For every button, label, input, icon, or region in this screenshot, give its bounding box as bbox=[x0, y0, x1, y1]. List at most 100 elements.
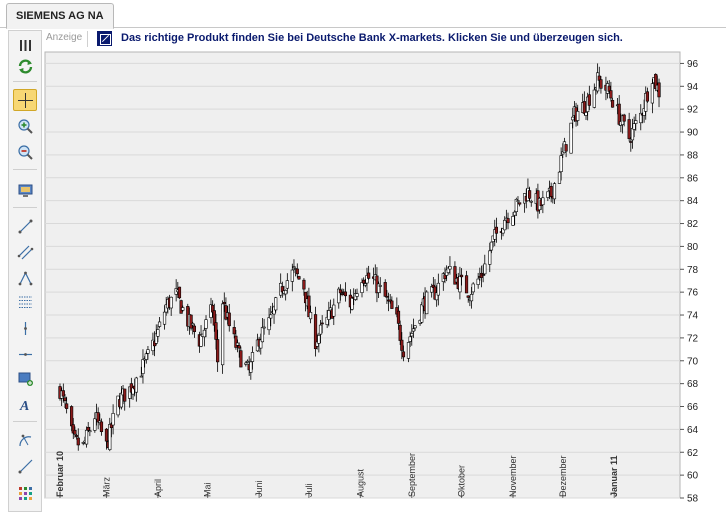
candle-body bbox=[425, 291, 429, 315]
triangle-tool-button[interactable] bbox=[13, 267, 37, 289]
candle-body bbox=[541, 197, 545, 206]
candle-body bbox=[146, 349, 150, 354]
candle-body bbox=[192, 325, 197, 332]
candle-body bbox=[489, 241, 494, 251]
candle-body bbox=[104, 428, 109, 442]
x-tick-label: August bbox=[355, 468, 365, 497]
candle-body bbox=[74, 435, 79, 437]
crosshair-tool-button[interactable] bbox=[13, 89, 37, 111]
screen-tool-button[interactable] bbox=[13, 179, 37, 201]
text-tool-button[interactable]: A bbox=[13, 393, 37, 415]
candle-body bbox=[156, 329, 160, 337]
candle-body bbox=[235, 342, 240, 346]
candle-body bbox=[111, 413, 115, 426]
ray-icon bbox=[18, 459, 33, 474]
y-tick-label: 74 bbox=[687, 311, 699, 322]
candle-body bbox=[514, 199, 518, 212]
candle-body bbox=[222, 301, 226, 305]
candle-body bbox=[390, 300, 394, 309]
candle-body bbox=[513, 211, 517, 216]
zoom-in-tool-button[interactable] bbox=[13, 115, 37, 137]
candle-body bbox=[559, 155, 563, 172]
candle-body bbox=[267, 317, 271, 331]
candle-body bbox=[599, 79, 603, 89]
x-tick-label: Februar 10 bbox=[55, 451, 65, 497]
channel-icon bbox=[17, 245, 34, 260]
candle-body bbox=[259, 339, 263, 349]
y-tick-label: 66 bbox=[687, 402, 699, 413]
candle-body bbox=[464, 275, 469, 294]
ray-tool-button[interactable] bbox=[13, 455, 37, 477]
candle-body bbox=[630, 127, 635, 141]
candle-body bbox=[355, 293, 359, 297]
refresh-tool-button[interactable] bbox=[13, 55, 37, 77]
rectangle-tool-button[interactable] bbox=[13, 367, 37, 389]
tab-siemens[interactable]: SIEMENS AG NA bbox=[6, 3, 114, 29]
ad-label: Anzeige bbox=[46, 32, 83, 43]
candle-body bbox=[466, 295, 470, 298]
candle-body bbox=[320, 322, 324, 325]
candle-body bbox=[134, 377, 138, 393]
y-tick-label: 88 bbox=[687, 150, 699, 161]
candle-body bbox=[221, 303, 225, 366]
candle-body bbox=[61, 390, 65, 397]
candle-body bbox=[401, 351, 406, 358]
y-tick-label: 90 bbox=[687, 128, 699, 139]
candle-body bbox=[318, 324, 323, 335]
candle-body bbox=[169, 296, 173, 309]
chart-canvas[interactable]: 58 60 62 64 66 68 70 72 74 76 78 80 82 84 86 88 90 92 94 96… bbox=[44, 50, 726, 510]
candle-body bbox=[488, 250, 492, 265]
candle-body bbox=[285, 280, 289, 289]
candle-body bbox=[302, 279, 306, 290]
trend-line-icon bbox=[18, 219, 33, 234]
text-icon: A bbox=[19, 399, 29, 413]
candle-body bbox=[249, 361, 253, 373]
price-chart[interactable]: 58 60 62 64 66 68 70 72 74 76 78 80 82 84 86 88 90 92 94 96… bbox=[44, 50, 726, 510]
candle-body bbox=[459, 274, 464, 278]
deutsche-bank-logo-icon[interactable] bbox=[97, 31, 112, 46]
trend-line-tool-button[interactable] bbox=[13, 215, 37, 237]
candle-body bbox=[340, 293, 344, 295]
zoom-out-tool-button[interactable] bbox=[13, 141, 37, 163]
horizontal-line-tool-button[interactable] bbox=[13, 343, 37, 365]
candle-body bbox=[420, 304, 424, 323]
candle-body bbox=[86, 427, 90, 431]
candle-body bbox=[363, 283, 367, 286]
fibonacci-tool-button[interactable] bbox=[13, 291, 37, 313]
y-tick-label: 78 bbox=[687, 265, 699, 276]
channel-tool-button[interactable] bbox=[13, 241, 37, 263]
candle-body bbox=[569, 122, 573, 154]
candle-body bbox=[516, 200, 520, 202]
vertical-line-tool-button[interactable] bbox=[13, 317, 37, 339]
candle-body bbox=[596, 72, 600, 92]
candle-body bbox=[179, 300, 183, 314]
x-tick-label: Oktober bbox=[457, 465, 467, 497]
candle-body bbox=[269, 314, 273, 319]
candle-body bbox=[410, 333, 414, 337]
y-tick-label: 62 bbox=[687, 448, 699, 459]
candle-body bbox=[557, 171, 562, 184]
toolbar-separator bbox=[13, 207, 37, 208]
x-tick-label: Dezember bbox=[558, 455, 568, 497]
arc-tool-button[interactable] bbox=[13, 429, 37, 451]
ad-link[interactable]: Das richtige Produkt finden Sie bei Deut… bbox=[121, 32, 623, 44]
candle-body bbox=[157, 321, 162, 327]
candle-body bbox=[108, 424, 112, 450]
candle-body bbox=[317, 335, 321, 344]
candle-body bbox=[396, 310, 401, 324]
refresh-icon bbox=[18, 59, 33, 74]
candle-body bbox=[144, 353, 148, 360]
candle-body bbox=[471, 283, 475, 293]
ad-banner[interactable]: Anzeige Das richtige Produkt finden Sie … bbox=[46, 30, 726, 48]
candle-body bbox=[204, 319, 208, 329]
candle-body bbox=[262, 326, 266, 329]
crosshair-icon bbox=[18, 93, 33, 108]
fibonacci-icon bbox=[19, 296, 32, 308]
candle-body bbox=[657, 82, 661, 98]
candle-body bbox=[202, 329, 206, 338]
candle-body bbox=[481, 274, 485, 276]
columns-tool-button[interactable] bbox=[13, 34, 37, 56]
grid-tool-button[interactable] bbox=[13, 481, 37, 503]
y-tick-label: 80 bbox=[687, 242, 699, 253]
candle-body bbox=[239, 350, 243, 368]
